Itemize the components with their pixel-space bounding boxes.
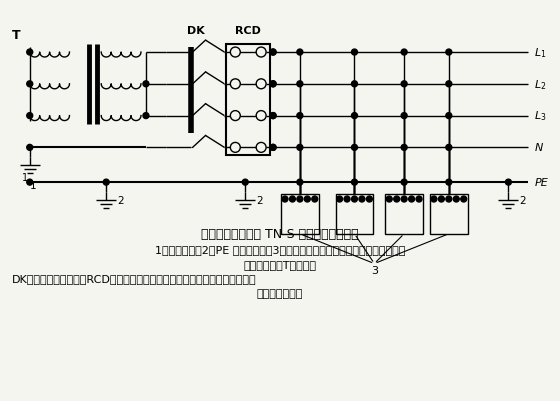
Circle shape [297,82,303,87]
Text: 1: 1 [30,181,36,190]
Circle shape [143,113,149,119]
Text: 2: 2 [117,196,123,205]
Circle shape [270,50,276,56]
Circle shape [27,145,32,151]
Circle shape [352,145,357,151]
Circle shape [27,50,32,56]
Circle shape [401,145,407,151]
Text: N: N [534,143,543,153]
Circle shape [27,180,32,186]
Circle shape [386,196,392,203]
Bar [385,194,423,234]
Circle shape [297,196,303,203]
Circle shape [446,113,452,119]
Circle shape [416,196,422,203]
Circle shape [366,196,372,203]
Circle shape [297,50,303,56]
Circle shape [297,113,303,119]
Circle shape [401,50,407,56]
Text: 导电部分）；T－变压器: 导电部分）；T－变压器 [244,259,316,269]
Circle shape [270,145,276,151]
Circle shape [297,180,303,186]
Circle shape [103,180,109,186]
Text: T: T [12,28,20,42]
Text: 1－工作接地；2－PE 线重复接地；3－电气设备金属外壳（正常不带电的外露可: 1－工作接地；2－PE 线重复接地；3－电气设备金属外壳（正常不带电的外露可 [155,244,405,254]
Circle shape [506,180,511,186]
Text: 3: 3 [371,265,378,275]
Circle shape [409,196,414,203]
Circle shape [352,82,357,87]
Circle shape [27,113,32,119]
Circle shape [352,113,357,119]
Circle shape [352,196,357,203]
Text: 2: 2 [256,196,263,205]
Circle shape [270,145,276,151]
Circle shape [337,196,343,203]
Circle shape [438,196,444,203]
Text: $L_3$: $L_3$ [534,109,547,123]
Circle shape [27,82,32,87]
Text: DK: DK [186,26,204,36]
Bar [226,45,270,156]
Text: RCD: RCD [235,26,261,36]
Circle shape [304,196,310,203]
Bar [281,194,319,234]
Text: 专用变压器供电时 TN-S 接零保护系统示意: 专用变压器供电时 TN-S 接零保护系统示意 [201,228,359,241]
Circle shape [282,196,288,203]
Circle shape [431,196,437,203]
Circle shape [401,82,407,87]
Circle shape [270,82,276,87]
Circle shape [344,196,350,203]
Circle shape [352,50,357,56]
Circle shape [401,196,407,203]
Bar [335,194,374,234]
Circle shape [453,196,459,203]
Circle shape [290,196,295,203]
Text: $L_2$: $L_2$ [534,78,547,91]
Circle shape [312,196,318,203]
Bar [430,194,468,234]
Circle shape [143,82,149,87]
Circle shape [270,113,276,119]
Text: $L_1$: $L_1$ [534,46,547,60]
Text: 的漏电断路器）: 的漏电断路器） [257,289,303,299]
Circle shape [446,82,452,87]
Text: 1: 1 [22,173,28,183]
Circle shape [297,145,303,151]
Circle shape [401,113,407,119]
Circle shape [270,82,276,87]
Circle shape [242,180,248,186]
Circle shape [446,196,452,203]
Circle shape [359,196,365,203]
Circle shape [461,196,466,203]
Circle shape [270,113,276,119]
Text: PE: PE [534,178,548,188]
Circle shape [352,180,357,186]
Circle shape [446,50,452,56]
Circle shape [446,145,452,151]
Text: 2: 2 [519,196,526,205]
Circle shape [446,180,452,186]
Circle shape [270,50,276,56]
Circle shape [401,180,407,186]
Text: DK－总电源隔离开关；RCD－总漏电保护器（兼有短路、过载、漏电保护功能: DK－总电源隔离开关；RCD－总漏电保护器（兼有短路、过载、漏电保护功能 [12,274,256,284]
Circle shape [394,196,400,203]
